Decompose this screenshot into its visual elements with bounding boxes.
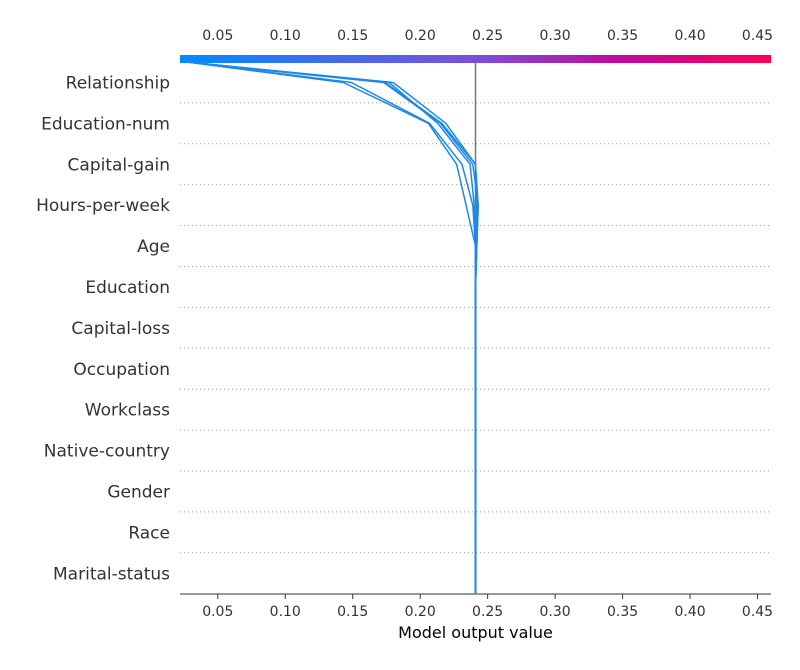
- top-tick-label: 0.30: [540, 28, 571, 44]
- bottom-tick-label: 0.40: [674, 604, 705, 620]
- bottom-tick-label: 0.10: [270, 604, 301, 620]
- bottom-tick-label: 0.25: [472, 604, 503, 620]
- top-tick-label: 0.40: [674, 28, 705, 44]
- feature-label: Education: [85, 278, 170, 298]
- feature-label: Capital-loss: [71, 319, 170, 339]
- feature-label: Hours-per-week: [36, 196, 170, 216]
- decision-lines: [186, 61, 479, 594]
- feature-label: Education-num: [41, 114, 170, 134]
- decision-line: [186, 61, 479, 594]
- decision-line: [186, 61, 477, 594]
- bottom-tick-label: 0.20: [405, 604, 436, 620]
- feature-label: Workclass: [85, 401, 170, 421]
- top-axis-ticks: 0.05 0.10 0.15 0.20 0.25 0.30 0.35 0.40 0.45: [202, 28, 773, 44]
- x-axis-title: Model output value: [398, 623, 553, 642]
- decision-line: [186, 61, 477, 594]
- bottom-tick-label: 0.05: [202, 604, 233, 620]
- bottom-tick-label: 0.35: [607, 604, 638, 620]
- feature-label: Marital-status: [53, 564, 170, 584]
- feature-label: Age: [137, 237, 170, 257]
- bottom-tick-label: 0.45: [742, 604, 773, 620]
- feature-label: Race: [128, 523, 170, 543]
- top-tick-label: 0.15: [337, 28, 368, 44]
- bottom-tick-label: 0.15: [337, 604, 368, 620]
- colorbar: [180, 55, 771, 63]
- top-tick-label: 0.20: [405, 28, 436, 44]
- bottom-tick-label: 0.30: [540, 604, 571, 620]
- feature-label: Gender: [107, 482, 170, 502]
- decision-line: [186, 61, 479, 594]
- feature-label: Capital-gain: [68, 155, 170, 175]
- top-tick-label: 0.35: [607, 28, 638, 44]
- top-tick-label: 0.05: [202, 28, 233, 44]
- feature-label: Occupation: [73, 360, 170, 380]
- decision-line: [186, 61, 478, 594]
- top-tick-label: 0.25: [472, 28, 503, 44]
- feature-labels: Relationship Education-num Capital-gain Hou…: [36, 73, 170, 584]
- bottom-axis-ticks: 0.05 0.10 0.15 0.20 0.25 0.30 0.35 0.40 0.45: [202, 594, 773, 620]
- top-tick-label: 0.10: [270, 28, 301, 44]
- decision-line: [186, 61, 477, 594]
- feature-label: Native-country: [44, 442, 170, 462]
- top-tick-label: 0.45: [742, 28, 773, 44]
- grid-lines: [180, 102, 771, 554]
- feature-label: Relationship: [66, 73, 170, 93]
